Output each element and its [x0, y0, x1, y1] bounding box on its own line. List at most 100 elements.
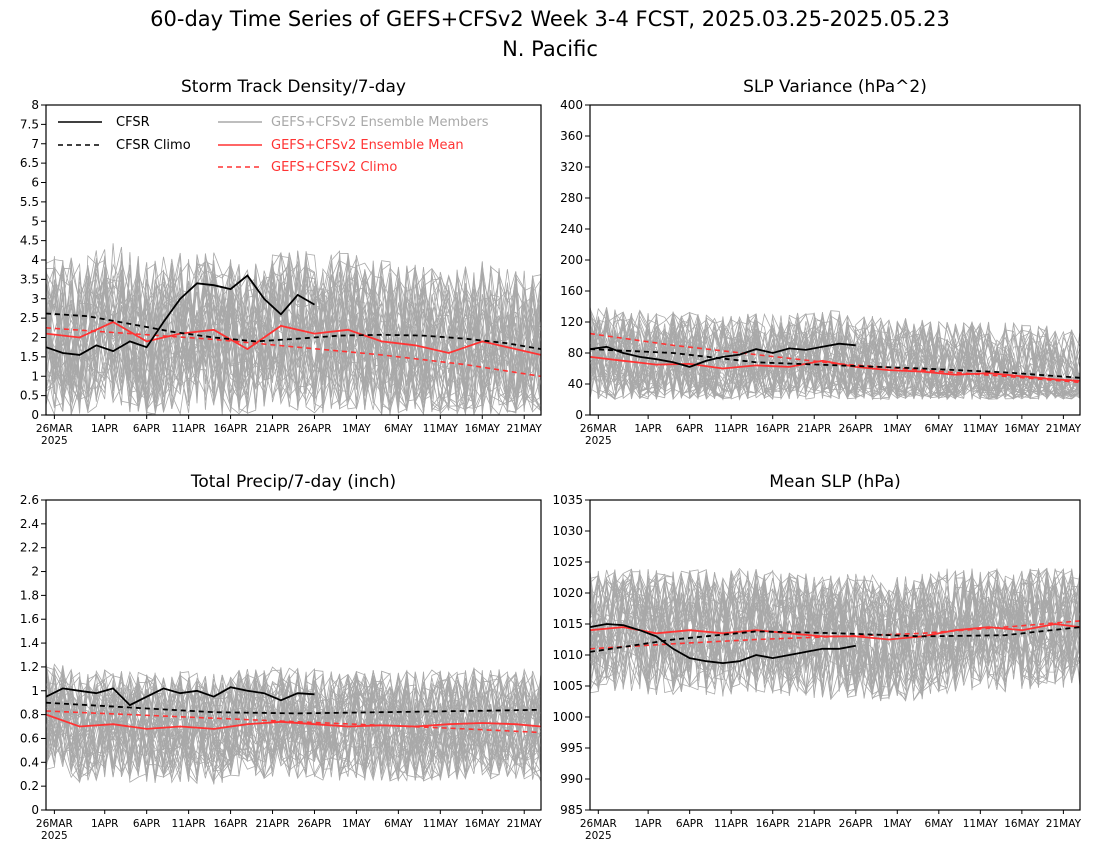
x-tick-label: 26MAR: [36, 818, 73, 830]
x-year-label: 2025: [41, 830, 68, 842]
y-tick-label: 2: [31, 331, 39, 345]
x-tick-label: 1MAY: [342, 423, 371, 435]
x-tick-label: 1MAY: [883, 818, 912, 830]
y-tick-label: 40: [568, 377, 583, 391]
ensemble-member-line: [590, 309, 1080, 398]
ensemble-member-line: [590, 568, 1080, 699]
ens-mean-line: [590, 356, 1080, 382]
x-tick-label: 21MAY: [1046, 423, 1082, 435]
cfsr-climo-line: [46, 701, 541, 715]
ensemble-member-line: [46, 667, 541, 781]
ensemble-member-line: [590, 569, 1080, 700]
y-tick-label: 1000: [552, 710, 583, 724]
x-year-label: 2025: [585, 830, 612, 842]
x-tick-label: 26APR: [839, 423, 873, 435]
cfsr-line: [590, 623, 856, 665]
panel-slp-variance: SLP Variance (hPa^2) 0 40 80 120 160 200 240 28…: [560, 77, 1081, 447]
ensemble-member-line: [46, 251, 541, 414]
y-tick-label: 1035: [552, 493, 583, 507]
y-tick-label: 160: [560, 284, 583, 298]
x-tick-label: 11MAY: [423, 818, 459, 830]
ensemble-member-line: [46, 256, 541, 415]
y-tick-label: 6: [31, 176, 39, 190]
legend-label-gefs-climo: GEFS+CFSv2 Climo: [271, 160, 397, 175]
ensemble-member-line: [590, 312, 1080, 400]
ensemble-member-line: [46, 258, 541, 414]
ensemble-member-line: [46, 274, 541, 409]
figure-title: 60-day Time Series of GEFS+CFSv2 Week 3-…: [150, 7, 950, 31]
y-tick-label: 1010: [552, 648, 583, 662]
ensemble-member-line: [46, 669, 541, 778]
y-tick-label: 990: [560, 772, 583, 786]
y-tick-label: 7: [31, 137, 39, 151]
y-tick-label: 0: [31, 408, 39, 422]
figure-subtitle: N. Pacific: [502, 37, 598, 61]
y-tick-label: 240: [560, 222, 583, 236]
x-tick-label: 6MAY: [925, 423, 954, 435]
x-tick-label: 6APR: [676, 423, 704, 435]
y-tick-label: 2.4: [20, 517, 39, 531]
y-tick-label: 0.8: [20, 708, 39, 722]
x-tick-label: 1APR: [634, 423, 662, 435]
ensemble-member-line: [46, 680, 541, 780]
x-tick-label: 26APR: [297, 818, 331, 830]
x-tick-label: 11MAY: [963, 423, 999, 435]
panel-title: Mean SLP (hPa): [769, 472, 901, 492]
gefs-climo-line: [590, 332, 1080, 384]
x-tick-label: 16MAY: [465, 818, 501, 830]
y-tick-label: 1: [31, 684, 39, 698]
x-tick-label: 16MAY: [1004, 423, 1040, 435]
y-tick-label: 400: [560, 98, 583, 112]
ensemble-member-line: [590, 320, 1080, 400]
legend-label-cfsr: CFSR: [116, 115, 150, 130]
y-tick-label: 360: [560, 129, 583, 143]
y-tick-label: 0.4: [20, 755, 39, 769]
cfsr-line: [590, 342, 856, 368]
y-tick-label: 1.8: [20, 588, 39, 602]
ensemble-member-line: [46, 674, 541, 771]
x-tick-label: 11APR: [714, 423, 748, 435]
y-tick-label: 1030: [552, 524, 583, 538]
x-tick-label: 26MAR: [36, 423, 73, 435]
ensemble-member-line: [590, 312, 1080, 400]
y-tick-label: 2.6: [20, 493, 39, 507]
ensemble-member-line: [590, 314, 1080, 398]
x-tick-label: 6MAY: [384, 423, 413, 435]
ensemble-member-line: [590, 306, 1080, 400]
y-tick-label: 4: [31, 253, 39, 267]
x-tick-label: 6MAY: [384, 818, 413, 830]
y-tick-label: 1015: [552, 617, 583, 631]
x-tick-label: 21MAY: [1046, 818, 1082, 830]
cfsr-climo-line: [590, 626, 1080, 653]
y-tick-label: 1005: [552, 679, 583, 693]
x-tick-label: 1APR: [91, 818, 119, 830]
y-tick-label: 0: [31, 803, 39, 817]
x-tick-label: 11APR: [172, 423, 206, 435]
legend-label-cfsr-climo: CFSR Climo: [116, 138, 191, 153]
x-tick-label: 16MAY: [465, 423, 501, 435]
y-tick-label: 2.2: [20, 541, 39, 555]
y-tick-label: 3.5: [20, 272, 39, 286]
x-tick-label: 21APR: [255, 818, 289, 830]
x-tick-label: 26APR: [297, 423, 331, 435]
x-tick-label: 21MAY: [507, 423, 543, 435]
y-tick-label: 280: [560, 191, 583, 205]
y-tick-label: 2: [31, 565, 39, 579]
x-tick-label: 11APR: [714, 818, 748, 830]
panel-storm-track-density: Storm Track Density/7-day 0 0.5 1 1.5 2 2.5 3 3…: [20, 77, 543, 447]
y-tick-label: 200: [560, 253, 583, 267]
x-tick-label: 1MAY: [342, 818, 371, 830]
y-tick-label: 0: [575, 408, 583, 422]
y-tick-label: 5.5: [20, 195, 39, 209]
y-tick-label: 1.6: [20, 612, 39, 626]
ensemble-member-line: [590, 307, 1080, 400]
y-tick-label: 120: [560, 315, 583, 329]
x-tick-label: 1APR: [91, 423, 119, 435]
legend-label-members: GEFS+CFSv2 Ensemble Members: [271, 115, 489, 130]
y-tick-label: 1.2: [20, 660, 39, 674]
panel-title: Storm Track Density/7-day: [181, 77, 406, 97]
x-tick-label: 21APR: [797, 818, 831, 830]
ensemble-member-line: [590, 572, 1080, 698]
x-tick-label: 16APR: [756, 423, 790, 435]
